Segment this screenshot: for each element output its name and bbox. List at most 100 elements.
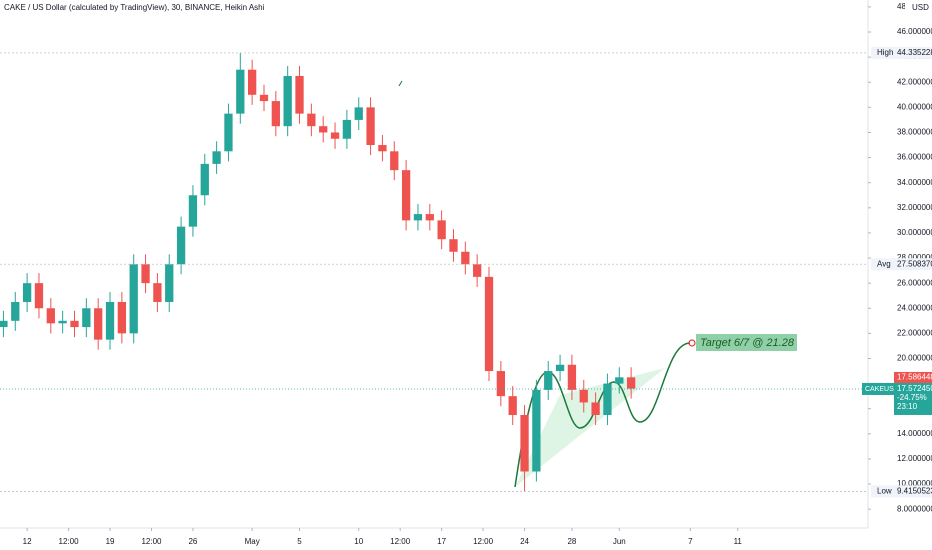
level-name: Low <box>877 487 892 496</box>
candle-body <box>413 214 423 221</box>
candle-body <box>615 377 624 384</box>
candle-body <box>176 226 186 265</box>
x-tick-label: 19 <box>106 537 115 546</box>
y-tick-label: 28.0000000 <box>897 253 932 262</box>
change: -24.75% <box>897 393 927 402</box>
y-tick-label: 26.0000000 <box>897 278 932 287</box>
candle-body <box>283 75 292 127</box>
candle-body <box>354 107 363 120</box>
candle-body <box>496 371 506 397</box>
y-tick-label: 22.0000000 <box>897 328 932 337</box>
candle-body <box>224 113 233 152</box>
candle-body <box>626 377 636 389</box>
candle-body <box>437 220 446 240</box>
candle-body <box>248 69 257 95</box>
candle-body <box>46 308 55 324</box>
x-tick-label: 7 <box>688 537 693 546</box>
level-name: Avg <box>877 259 891 268</box>
target-point <box>688 339 696 347</box>
drawing-tick <box>398 80 403 87</box>
candle-body <box>105 301 115 340</box>
x-tick-label: May <box>245 537 260 546</box>
candle-body <box>188 195 198 227</box>
candle-body <box>425 214 434 221</box>
candle-body <box>271 101 280 127</box>
y-tick-label: 30.0000000 <box>897 228 932 237</box>
level-value: 44.3352286 <box>897 48 932 57</box>
y-tick-label: 32.0000000 <box>897 203 932 212</box>
candle-body <box>366 107 375 146</box>
y-tick-label: 42.0000000 <box>897 77 932 86</box>
level-value: 9.4150523 <box>897 487 932 496</box>
x-tick-label: 26 <box>188 537 197 546</box>
candle-body <box>165 264 174 302</box>
x-tick-label: 12:00 <box>473 537 494 546</box>
candle-body <box>508 396 517 415</box>
candle-body <box>259 94 269 102</box>
candle-body <box>342 119 352 139</box>
candle-body <box>330 132 340 139</box>
candle-body <box>544 371 553 390</box>
x-tick-label: 24 <box>520 537 529 546</box>
chart-title: CAKE / US Dollar (calculated by TradingV… <box>4 3 265 12</box>
y-tick-label: 10.0000000 <box>897 479 932 488</box>
x-tick-label: 12:00 <box>59 537 80 546</box>
level-tag <box>871 485 894 498</box>
y-tick-label: 38.0000000 <box>897 128 932 137</box>
candle-body <box>153 283 162 302</box>
x-tick-label: 12:00 <box>390 537 411 546</box>
y-tick-label: 40.0000000 <box>897 102 932 111</box>
candle-body <box>141 264 150 284</box>
x-tick-label: 5 <box>297 537 302 546</box>
symbol: CAKEUSD <box>865 386 899 393</box>
candle-body <box>449 239 458 252</box>
x-tick-label: 12 <box>23 537 32 546</box>
last-price-box <box>894 371 932 383</box>
candle-body <box>520 414 529 472</box>
candle-body <box>0 320 8 328</box>
candle-body <box>212 151 221 164</box>
candle-body <box>200 163 209 196</box>
y-tick-label: 36.0000000 <box>897 153 932 162</box>
level-value-box <box>894 485 932 498</box>
level-name: High <box>877 48 893 57</box>
price: 17.5724503 <box>897 384 932 393</box>
x-tick-label: 12:00 <box>141 537 162 546</box>
candle-body <box>11 301 20 321</box>
x-tick-label: 11 <box>734 537 743 546</box>
projection-area <box>515 368 665 487</box>
candle-body <box>591 402 600 415</box>
x-tick-label: Jun <box>613 537 626 546</box>
candle-body <box>82 308 91 328</box>
level-value: 27.5083702 <box>897 259 932 268</box>
y-tick-label: 34.0000000 <box>897 178 932 187</box>
candle-body <box>34 283 44 309</box>
candle-body <box>401 170 411 221</box>
candle-body <box>603 383 612 415</box>
x-tick-label: 28 <box>567 537 576 546</box>
x-tick-label: 17 <box>437 537 446 546</box>
countdown: 23:10 <box>897 402 918 411</box>
candle-body <box>567 364 577 390</box>
candle-body <box>307 113 316 127</box>
candle-body <box>390 151 399 171</box>
currency-box <box>905 2 932 13</box>
candle-body <box>461 251 470 265</box>
level-value-box <box>894 258 932 271</box>
annotation-box <box>696 334 797 351</box>
level-tag <box>871 258 894 271</box>
candle-body <box>236 69 245 114</box>
candle-body <box>473 264 482 277</box>
x-tick-label: 10 <box>354 537 363 546</box>
currency: USD <box>912 3 929 12</box>
level-tag <box>871 46 894 59</box>
y-tick-label: 46.0000000 <box>897 27 932 36</box>
y-tick-label: 8.0000000 <box>897 504 932 513</box>
candle-body <box>70 320 79 328</box>
candle-body <box>579 389 588 403</box>
candle-body <box>532 389 541 472</box>
candle-body <box>22 283 32 302</box>
